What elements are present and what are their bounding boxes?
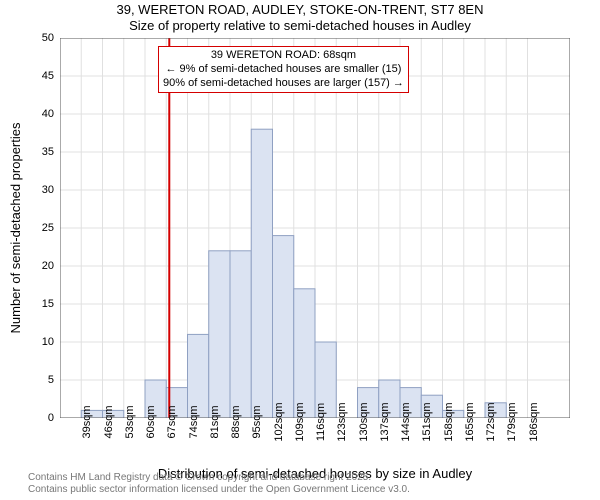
x-tick-label: 123sqm bbox=[336, 402, 348, 441]
title-line-2: Size of property relative to semi-detach… bbox=[0, 18, 600, 34]
y-tick-label: 0 bbox=[48, 412, 54, 424]
x-tick-label: 60sqm bbox=[145, 405, 157, 438]
y-tick-label: 40 bbox=[42, 108, 54, 120]
x-tick-label: 81sqm bbox=[209, 405, 221, 438]
property-annotation-box: 39 WERETON ROAD: 68sqm ← 9% of semi-deta… bbox=[158, 46, 409, 93]
x-tick-label: 95sqm bbox=[251, 405, 263, 438]
y-tick-label: 50 bbox=[42, 32, 54, 44]
plot-area: 05101520253035404550 39sqm46sqm53sqm60sq… bbox=[60, 38, 570, 418]
annotation-smaller-line: ← 9% of semi-detached houses are smaller… bbox=[163, 63, 404, 77]
y-tick-label: 15 bbox=[42, 298, 54, 310]
histogram-chart bbox=[60, 38, 570, 418]
title-line-1: 39, WERETON ROAD, AUDLEY, STOKE-ON-TRENT… bbox=[0, 2, 600, 18]
x-tick-label: 53sqm bbox=[124, 405, 136, 438]
x-tick-label: 186sqm bbox=[528, 402, 540, 441]
title-block: 39, WERETON ROAD, AUDLEY, STOKE-ON-TRENT… bbox=[0, 2, 600, 35]
x-tick-label: 130sqm bbox=[358, 402, 370, 441]
y-tick-label: 5 bbox=[48, 374, 54, 386]
x-tick-label: 88sqm bbox=[230, 405, 242, 438]
y-tick-label: 25 bbox=[42, 222, 54, 234]
x-tick-label: 179sqm bbox=[506, 402, 518, 441]
x-tick-label: 109sqm bbox=[294, 402, 306, 441]
x-tick-label: 165sqm bbox=[464, 402, 476, 441]
x-tick-label: 67sqm bbox=[166, 405, 178, 438]
y-axis-label: Number of semi-detached properties bbox=[8, 38, 28, 418]
attribution-footer: Contains HM Land Registry data © Crown c… bbox=[28, 472, 410, 496]
annotation-title: 39 WERETON ROAD: 68sqm bbox=[163, 49, 404, 63]
x-tick-label: 102sqm bbox=[273, 402, 285, 441]
y-tick-label: 10 bbox=[42, 336, 54, 348]
x-tick-label: 116sqm bbox=[315, 403, 327, 441]
x-tick-label: 158sqm bbox=[443, 402, 455, 441]
annotation-larger-line: 90% of semi-detached houses are larger (… bbox=[163, 77, 404, 91]
x-tick-label: 172sqm bbox=[485, 402, 497, 441]
x-tick-label: 46sqm bbox=[103, 405, 115, 438]
y-tick-label: 30 bbox=[42, 184, 54, 196]
footer-line-1: Contains HM Land Registry data © Crown c… bbox=[28, 472, 410, 484]
x-tick-label: 151sqm bbox=[421, 402, 433, 441]
x-tick-label: 39sqm bbox=[81, 405, 93, 438]
x-tick-label: 74sqm bbox=[188, 405, 200, 438]
footer-line-2: Contains public sector information licen… bbox=[28, 484, 410, 496]
y-tick-label: 20 bbox=[42, 260, 54, 272]
y-tick-label: 35 bbox=[42, 146, 54, 158]
y-tick-label: 45 bbox=[42, 70, 54, 82]
x-tick-label: 137sqm bbox=[379, 402, 391, 441]
root-container: 39, WERETON ROAD, AUDLEY, STOKE-ON-TRENT… bbox=[0, 0, 600, 500]
x-tick-label: 144sqm bbox=[400, 402, 412, 441]
